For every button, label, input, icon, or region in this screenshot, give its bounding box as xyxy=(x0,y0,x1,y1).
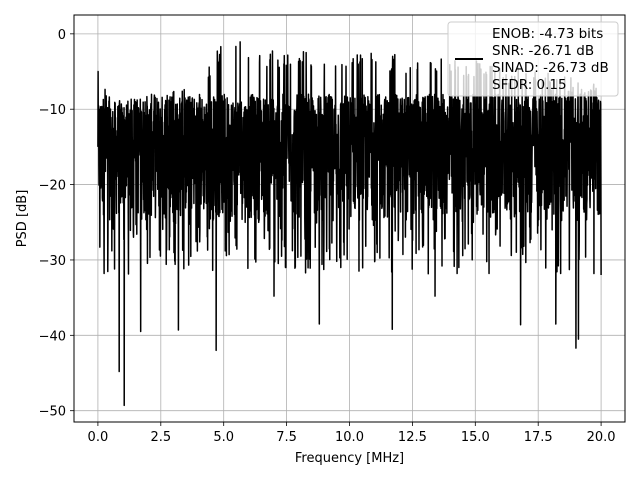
x-tick-label: 10.0 xyxy=(335,430,364,445)
x-tick-label: 2.5 xyxy=(150,430,171,445)
x-axis-label: Frequency [MHz] xyxy=(295,451,404,466)
legend-line-enob: ENOB: -4.73 bits xyxy=(492,26,603,42)
x-tick-label: 5.0 xyxy=(213,430,234,445)
legend-box xyxy=(447,21,619,97)
legend-line-snr: SNR: -26.71 dB xyxy=(492,43,594,59)
legend-line-sfdr: SFDR: 0.15 xyxy=(492,77,567,93)
x-tick-label: 20.0 xyxy=(587,430,616,445)
y-tick-label: −20 xyxy=(39,179,66,194)
x-tick-label: 0.0 xyxy=(88,430,109,445)
legend-line-sinad: SINAD: -26.73 dB xyxy=(492,60,609,76)
y-axis-ticks: 0 −10 −20 −30 −40 −50 xyxy=(39,28,74,420)
x-tick-label: 12.5 xyxy=(398,430,427,445)
x-tick-label: 7.5 xyxy=(276,430,297,445)
plot-area xyxy=(97,41,602,407)
y-tick-label: −40 xyxy=(39,329,66,344)
y-tick-label: −10 xyxy=(39,103,66,118)
legend: ENOB: -4.73 bits SNR: -26.71 dB SINAD: -… xyxy=(447,21,619,97)
y-tick-label: 0 xyxy=(58,28,66,43)
psd-trace-line xyxy=(97,41,602,407)
y-tick-label: −30 xyxy=(39,254,66,269)
x-tick-label: 17.5 xyxy=(524,430,553,445)
y-tick-label: −50 xyxy=(39,405,66,420)
x-tick-label: 15.0 xyxy=(461,430,490,445)
y-axis-label: PSD [dB] xyxy=(15,190,30,248)
x-axis-ticks: 0.0 2.5 5.0 7.5 10.0 12.5 15.0 17.5 20.0 xyxy=(88,422,616,445)
